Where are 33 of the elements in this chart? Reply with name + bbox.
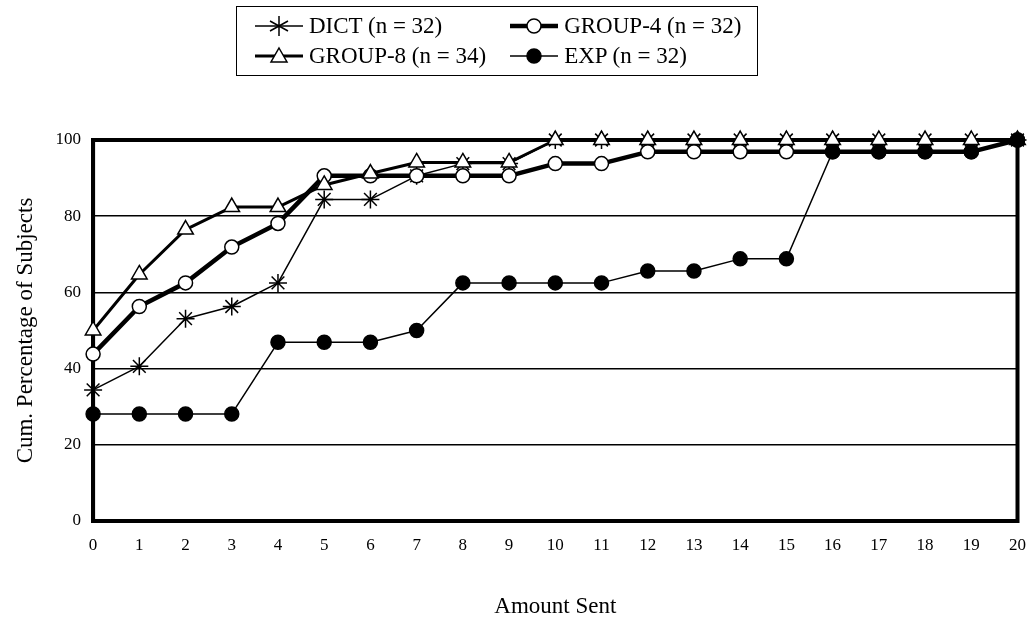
legend-label: GROUP-8 (n = 34)	[309, 43, 487, 69]
x-tick-label: 14	[731, 534, 750, 554]
x-tick-label: 16	[824, 534, 842, 554]
legend-label: GROUP-4 (n = 32)	[564, 13, 742, 39]
x-tick-label: 4	[273, 534, 283, 554]
x-tick-label: 8	[458, 534, 468, 554]
x-tick-label: 6	[366, 534, 375, 554]
x-tick-label: 13	[685, 534, 703, 554]
y-tick-label: 20	[64, 434, 82, 454]
x-tick-label: 3	[227, 534, 237, 554]
x-tick-label: 18	[916, 534, 934, 554]
x-tick-label: 11	[593, 534, 610, 554]
x-tick-label: 17	[870, 534, 888, 554]
legend-label: EXP (n = 32)	[564, 43, 687, 69]
x-tick-label: 15	[777, 534, 795, 554]
y-tick-label: 0	[72, 510, 82, 530]
x-tick-label: 1	[135, 534, 144, 554]
x-tick-label: 0	[88, 534, 98, 554]
legend-label: DICT (n = 32)	[309, 13, 443, 39]
y-tick-label: 100	[55, 129, 82, 149]
y-axis-title: Cum. Percentage of Subjects	[11, 197, 37, 464]
x-axis-title: Amount Sent	[494, 593, 617, 619]
x-tick-label: 7	[412, 534, 422, 554]
x-tick-label: 2	[181, 534, 190, 554]
x-tick-label: 20	[1009, 534, 1026, 554]
x-tick-label: 5	[319, 534, 329, 554]
x-tick-label: 9	[504, 534, 514, 554]
x-tick-label: 19	[962, 534, 980, 554]
y-tick-label: 40	[64, 358, 82, 378]
x-tick-label: 10	[546, 534, 564, 554]
y-tick-label: 80	[64, 205, 82, 225]
x-tick-label: 12	[639, 534, 657, 554]
y-tick-label: 60	[64, 281, 82, 301]
